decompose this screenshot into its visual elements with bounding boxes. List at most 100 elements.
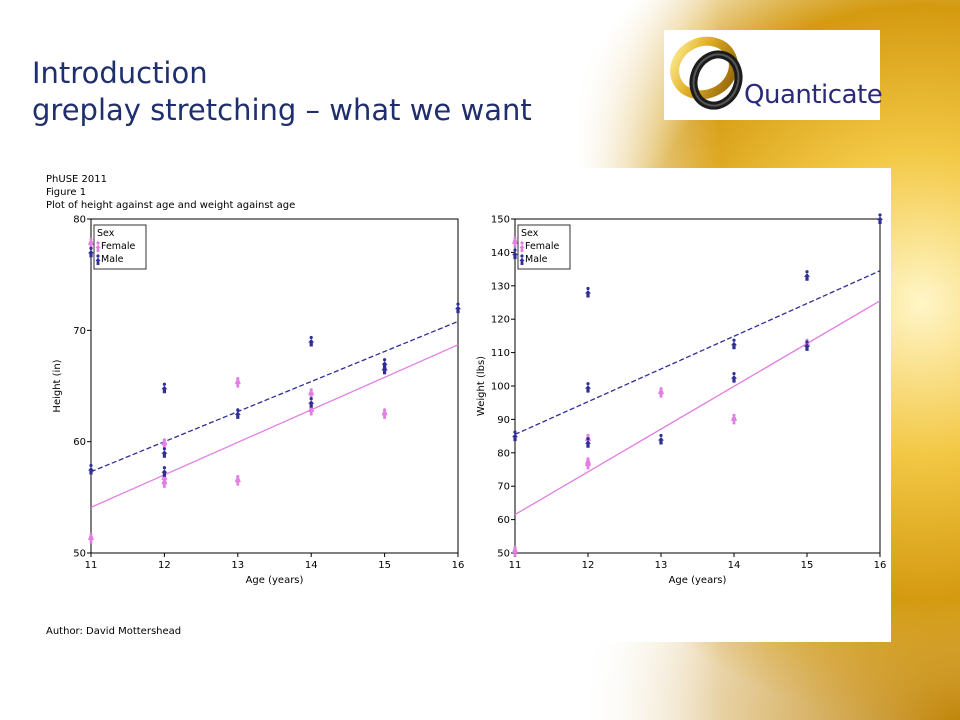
marker-body [88, 536, 94, 544]
marker-body [731, 341, 737, 350]
chart-1: 11 12 13 14 15 16 50 60 70 80 Age (years) Height (i… [52, 215, 464, 587]
x-tick-label: 11 [509, 560, 522, 571]
x-axis-label: Age (years) [669, 575, 727, 586]
data-point-male [308, 397, 315, 408]
y-tick-label: 100 [491, 382, 510, 393]
data-point-male [585, 437, 591, 448]
data-point-male [512, 248, 518, 260]
legend-entry: Female [525, 241, 560, 252]
x-tick-label: 16 [452, 560, 465, 571]
marker-head [659, 433, 663, 438]
marker-body [308, 391, 315, 399]
data-point-female [308, 388, 315, 399]
y-tick-label: 50 [497, 549, 510, 560]
y-tick-label: 90 [497, 415, 510, 426]
x-tick-label: 13 [231, 560, 244, 571]
legend-marker-male [519, 254, 525, 265]
marker-head [732, 372, 736, 376]
marker-head [96, 241, 100, 245]
marker-head [878, 213, 882, 217]
data-point-male [804, 340, 810, 351]
figure-panel: PhUSE 2011 Figure 1 Plot of height again… [42, 168, 891, 642]
marker-head [513, 236, 517, 240]
data-point-male [804, 270, 810, 281]
marker-body [519, 244, 525, 252]
marker-body [161, 480, 168, 488]
y-tick-label: 120 [491, 315, 510, 326]
y-tick-label: 70 [73, 326, 86, 337]
legend-title: Sex [97, 228, 115, 239]
marker-body [234, 411, 241, 419]
x-tick-label: 14 [728, 560, 741, 571]
marker-body [585, 385, 591, 393]
y-tick-label: 150 [491, 215, 510, 226]
fit-line-male [514, 270, 881, 436]
data-point-male [455, 302, 461, 314]
y-axis-label: Weight (lbs) [476, 356, 487, 416]
marker-head [236, 408, 240, 412]
legend-marker-female [519, 241, 525, 252]
marker-head [520, 254, 524, 258]
chart-2: 11 12 13 14 15 16 50 60 70 80 90 100 110 120 130 140 150… [476, 213, 886, 586]
data-point-male [585, 286, 591, 298]
marker-head [236, 475, 240, 479]
marker-body [308, 407, 315, 416]
x-tick-label: 12 [582, 560, 595, 571]
data-point-female [161, 438, 168, 449]
marker-body [95, 244, 101, 252]
marker-head [89, 532, 93, 537]
data-point-male [88, 463, 94, 475]
logo-text: Quanticate [744, 80, 883, 110]
marker-head [520, 241, 524, 245]
legend-box [517, 224, 571, 270]
y-tick-label: 110 [491, 348, 510, 359]
marker-head [89, 463, 93, 468]
y-tick-label: 60 [497, 515, 510, 526]
marker-head [732, 338, 736, 342]
x-tick-label: 13 [655, 560, 668, 571]
marker-body [658, 390, 664, 398]
marker-body [512, 433, 518, 442]
marker-head [805, 340, 809, 344]
marker-body [731, 416, 737, 425]
legend-title: Sex [521, 228, 539, 239]
marker-body [161, 475, 168, 484]
marker-body [585, 440, 591, 448]
data-point-male [731, 338, 737, 350]
marker-body [512, 239, 518, 248]
y-tick-label: 60 [73, 437, 86, 448]
legend-marker-male [95, 254, 101, 265]
marker-head [383, 363, 387, 367]
data-point-female [658, 387, 664, 398]
marker-head [586, 437, 590, 441]
marker-head [89, 246, 93, 250]
rings-icon [670, 36, 743, 110]
marker-head [162, 382, 166, 386]
marker-body [455, 305, 461, 314]
legend-entry: Female [101, 241, 136, 252]
marker-head [96, 254, 100, 258]
x-tick-label: 14 [305, 560, 318, 571]
marker-body [234, 478, 241, 486]
data-point-male [234, 408, 241, 419]
marker-head [586, 458, 590, 463]
marker-body [804, 343, 810, 351]
marker-head [236, 377, 240, 381]
slide-title-line2: greplay stretching – what we want [32, 93, 532, 127]
data-point-female [381, 408, 388, 419]
x-tick-label: 11 [85, 560, 98, 571]
data-point-female [512, 545, 518, 557]
marker-body [88, 249, 94, 258]
marker-body [161, 441, 168, 449]
y-tick-label: 140 [491, 248, 510, 259]
x-axis-label: Age (years) [246, 575, 304, 586]
data-point-male [381, 363, 388, 375]
marker-head [513, 430, 517, 434]
data-point-female [234, 475, 241, 486]
marker-head [456, 302, 460, 306]
data-point-female [234, 377, 241, 388]
y-tick-label: 80 [73, 215, 86, 226]
marker-head [162, 466, 166, 470]
y-tick-label: 130 [491, 281, 510, 292]
marker-head [513, 545, 517, 549]
